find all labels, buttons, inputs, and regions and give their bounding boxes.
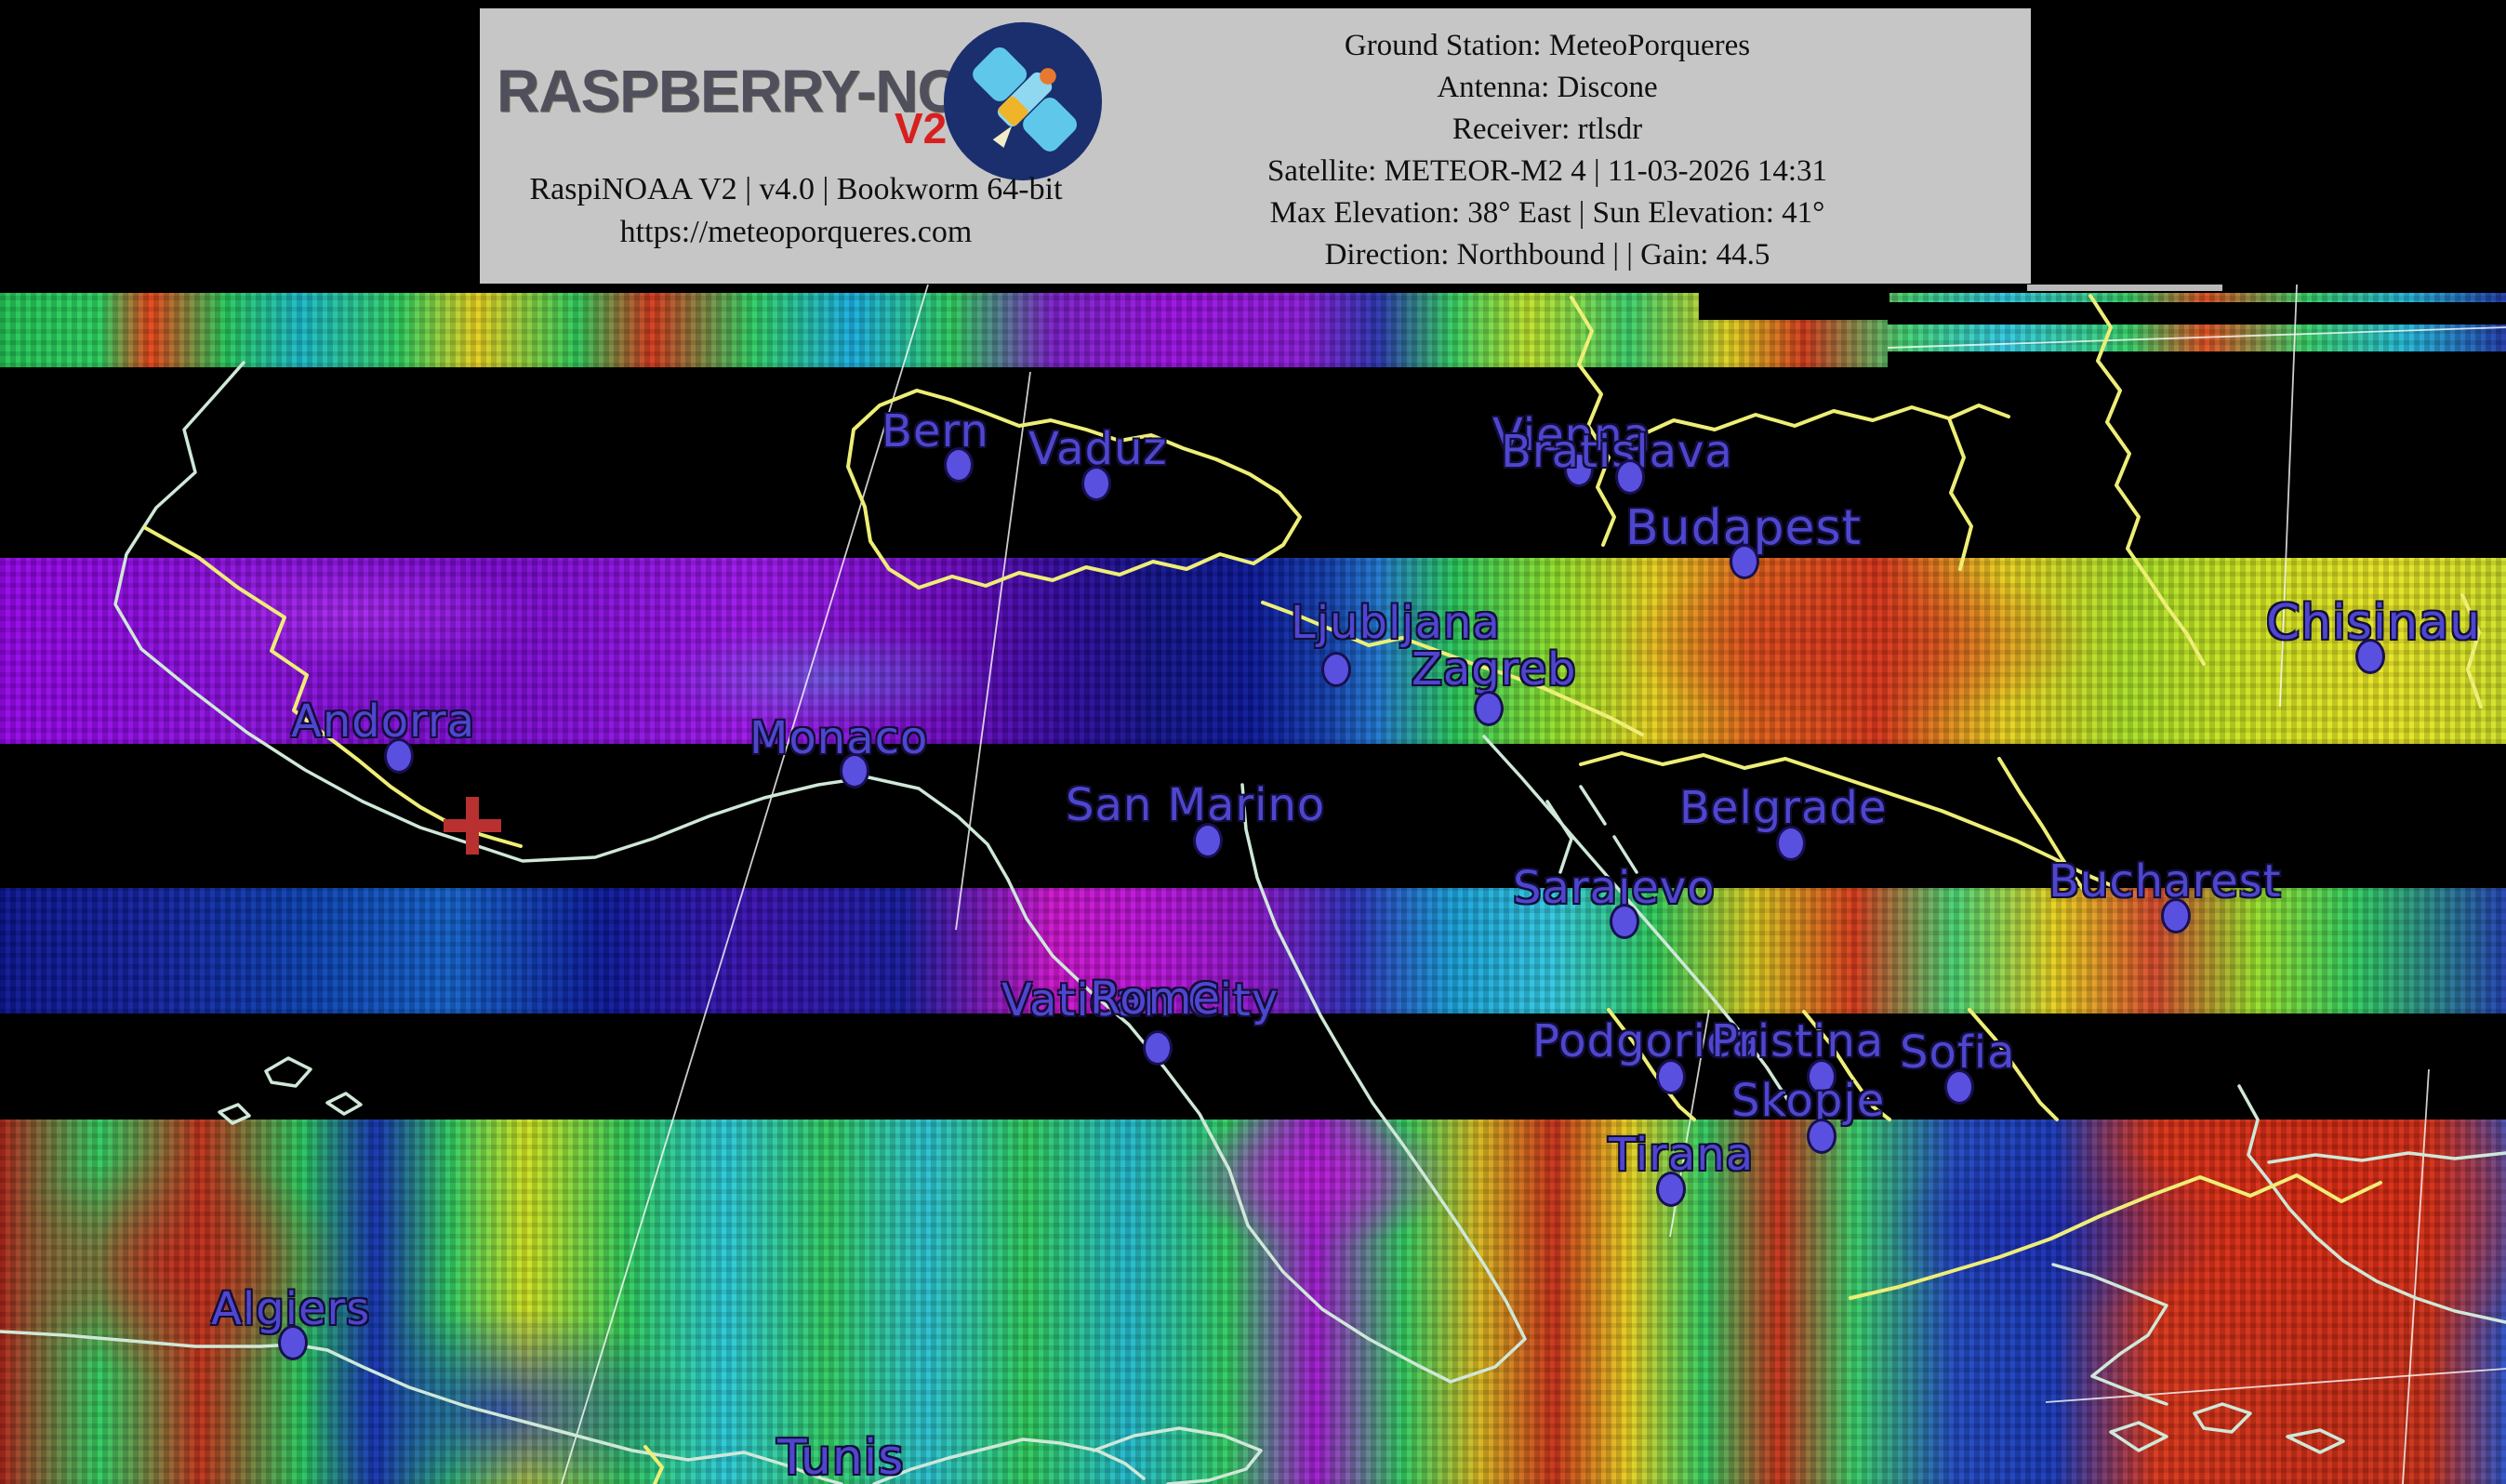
- city-dot: [1656, 1059, 1686, 1094]
- city-label: Ljubljana: [1291, 597, 1501, 649]
- image-band-3: [0, 888, 2506, 1014]
- antenna-line: Antenna: Discone: [1437, 71, 1658, 104]
- image-band-2: [0, 558, 2506, 744]
- satellite-logo-icon: [943, 21, 1103, 181]
- city-dot: [1193, 823, 1223, 858]
- city-dot: [1944, 1069, 1974, 1105]
- city-dot: [278, 1325, 308, 1360]
- decode-gap: [1888, 302, 2506, 325]
- city-dot: [944, 447, 974, 483]
- city-dot: [1656, 1172, 1686, 1207]
- city-dot: [1776, 826, 1806, 861]
- satellite-line: Satellite: METEOR-M2 4 | 11-03-2026 14:3…: [1266, 154, 1828, 188]
- station-url: https://meteoporqueres.com: [619, 215, 973, 249]
- city-dot: [1081, 466, 1111, 501]
- banner-left: RASPBERRY-NOAA V2 RaspiNOAA V2 | v4.0 | …: [480, 8, 1112, 284]
- city-dot: [384, 738, 414, 774]
- city-dot: [1321, 652, 1351, 687]
- city-dot: [1807, 1119, 1836, 1154]
- city-label: Tirana: [1609, 1129, 1755, 1181]
- coastline-paths: [0, 361, 2506, 1484]
- banner-station-info: Ground Station: MeteoPorqueres Antenna: …: [1231, 25, 1863, 276]
- city-dot: [1610, 904, 1639, 939]
- decode-gap: [1888, 351, 2506, 368]
- city-label: Sarajevo: [1513, 862, 1716, 914]
- city-dot: [840, 753, 869, 788]
- glitch-line: [2027, 285, 2222, 291]
- city-label: Zagreb: [1412, 643, 1577, 696]
- banner-left-lines: RaspiNOAA V2 | v4.0 | Bookworm 64-bit ht…: [489, 168, 1103, 254]
- version-info-line: RaspiNOAA V2 | v4.0 | Bookworm 64-bit: [529, 172, 1063, 206]
- city-label: Bucharest: [2049, 855, 2282, 908]
- ground-station-cross-marker: [444, 797, 501, 855]
- city-label: Skopje: [1731, 1075, 1886, 1127]
- receiver-line: Receiver: rtlsdr: [1452, 113, 1643, 146]
- city-label: San Marino: [1066, 779, 1326, 831]
- elevation-line: Max Elevation: 38° East | Sun Elevation:…: [1269, 196, 1825, 230]
- city-dot: [1143, 1030, 1173, 1066]
- city-dot: [1615, 459, 1645, 495]
- city-dot: [2355, 639, 2385, 674]
- city-label: Bern: [882, 405, 989, 457]
- city-label: Vienna: [1492, 409, 1651, 461]
- country-border-paths: [142, 294, 2483, 1484]
- city-label: Monaco: [749, 712, 929, 764]
- city-dot: [1564, 452, 1594, 487]
- city-dot: [1730, 544, 1759, 579]
- city-dot: [2161, 898, 2191, 934]
- image-band-4: [0, 1120, 2506, 1484]
- city-label: Rome: [1090, 973, 1221, 1025]
- city-dot: [1807, 1059, 1836, 1094]
- city-label: Podgorica: [1532, 1015, 1760, 1067]
- direction-gain-line: Direction: Northbound | | Gain: 44.5: [1324, 238, 1770, 272]
- city-label: Vatican City: [1001, 974, 1280, 1027]
- header-banner: RASPBERRY-NOAA V2 RaspiNOAA V2 | v4.0 | …: [480, 8, 2031, 284]
- city-label: Tunis: [777, 1430, 905, 1484]
- logo-version-badge: V2: [895, 104, 948, 152]
- ground-station-line: Ground Station: MeteoPorqueres: [1344, 29, 1751, 62]
- city-label: Pristina: [1711, 1015, 1885, 1067]
- city-label: Andorra: [291, 696, 476, 748]
- decode-gap: [1699, 293, 1889, 320]
- city-label: Belgrade: [1679, 782, 1888, 834]
- city-dot: [1474, 691, 1504, 726]
